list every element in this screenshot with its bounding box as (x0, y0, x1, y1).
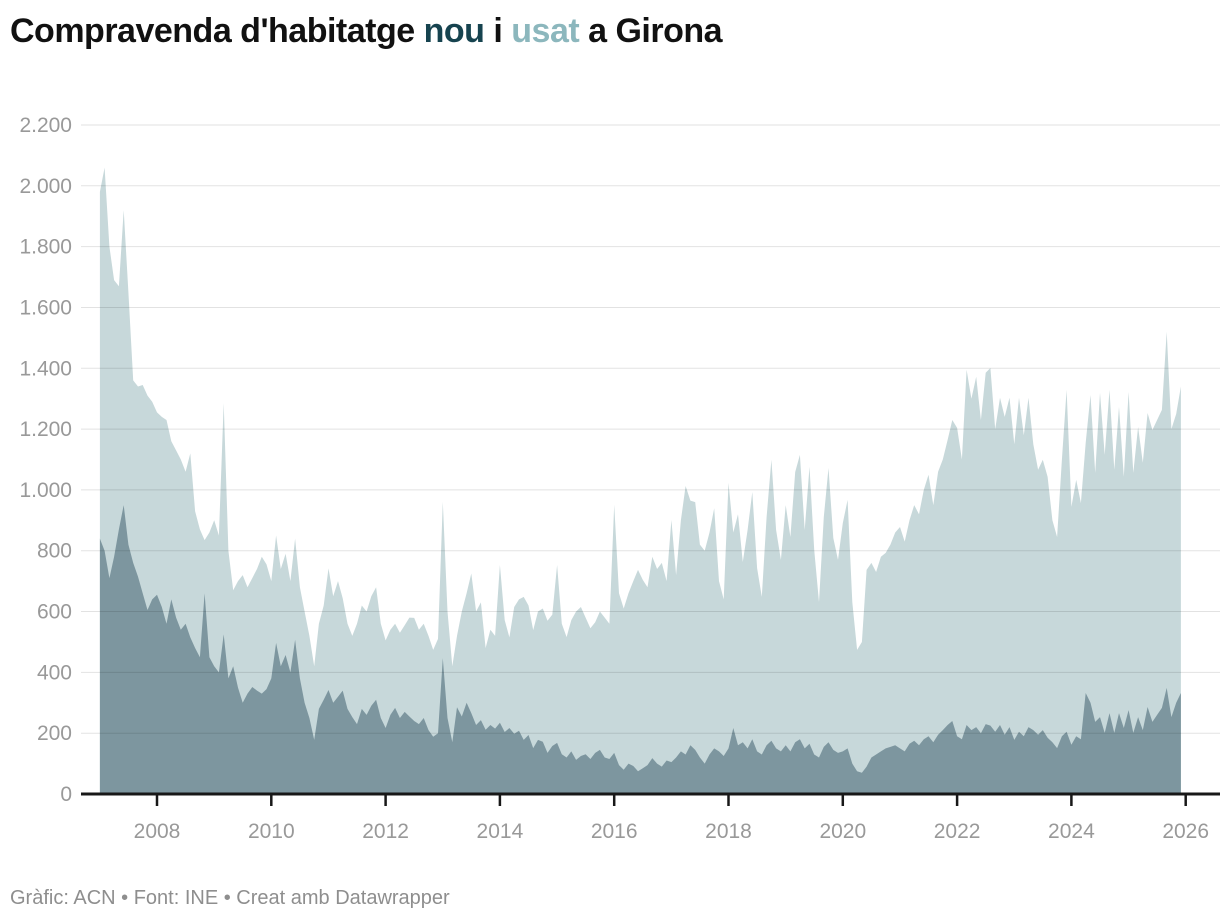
y-tick-label-800: 800 (37, 540, 72, 563)
title-text-prefix: Compravenda d'habitatge (10, 12, 424, 50)
y-tick-label-400: 400 (37, 661, 72, 684)
y-tick-label-2200: 2.200 (19, 114, 72, 137)
nou-area-series (99, 505, 1181, 794)
x-tick-label-2010: 2010 (248, 820, 295, 843)
y-tick-label-0: 0 (60, 783, 72, 806)
x-tick-label-2020: 2020 (819, 820, 866, 843)
title-color-key-nou: nou (423, 12, 485, 50)
chart-title: Compravenda d'habitatge nou i usat a Gir… (10, 12, 723, 51)
title-text-mid: i (484, 12, 512, 50)
x-tick-label-2014: 2014 (477, 820, 524, 843)
x-tick-label-2008: 2008 (134, 820, 181, 843)
title-text-suffix: a Girona (579, 12, 723, 50)
y-tick-label-2000: 2.000 (19, 175, 72, 198)
x-tick-label-2012: 2012 (362, 820, 409, 843)
y-tick-label-1400: 1.400 (19, 357, 72, 380)
y-tick-label-1000: 1.000 (19, 479, 72, 502)
x-tick-label-2024: 2024 (1048, 820, 1095, 843)
x-tick-label-2022: 2022 (934, 820, 981, 843)
y-tick-label-200: 200 (37, 722, 72, 745)
y-tick-label-1200: 1.200 (19, 418, 72, 441)
usat-area-series (99, 167, 1181, 795)
y-tick-label-1800: 1.800 (19, 236, 72, 259)
title-color-key-usat: usat (511, 12, 580, 50)
x-tick-label-2018: 2018 (705, 820, 752, 843)
chart-footer-credit: Gràfic: ACN • Font: INE • Creat amb Data… (10, 887, 450, 909)
x-tick-label-2026: 2026 (1162, 820, 1209, 843)
x-tick-label-2016: 2016 (591, 820, 638, 843)
y-tick-label-1600: 1.600 (19, 297, 72, 320)
y-tick-label-600: 600 (37, 601, 72, 624)
